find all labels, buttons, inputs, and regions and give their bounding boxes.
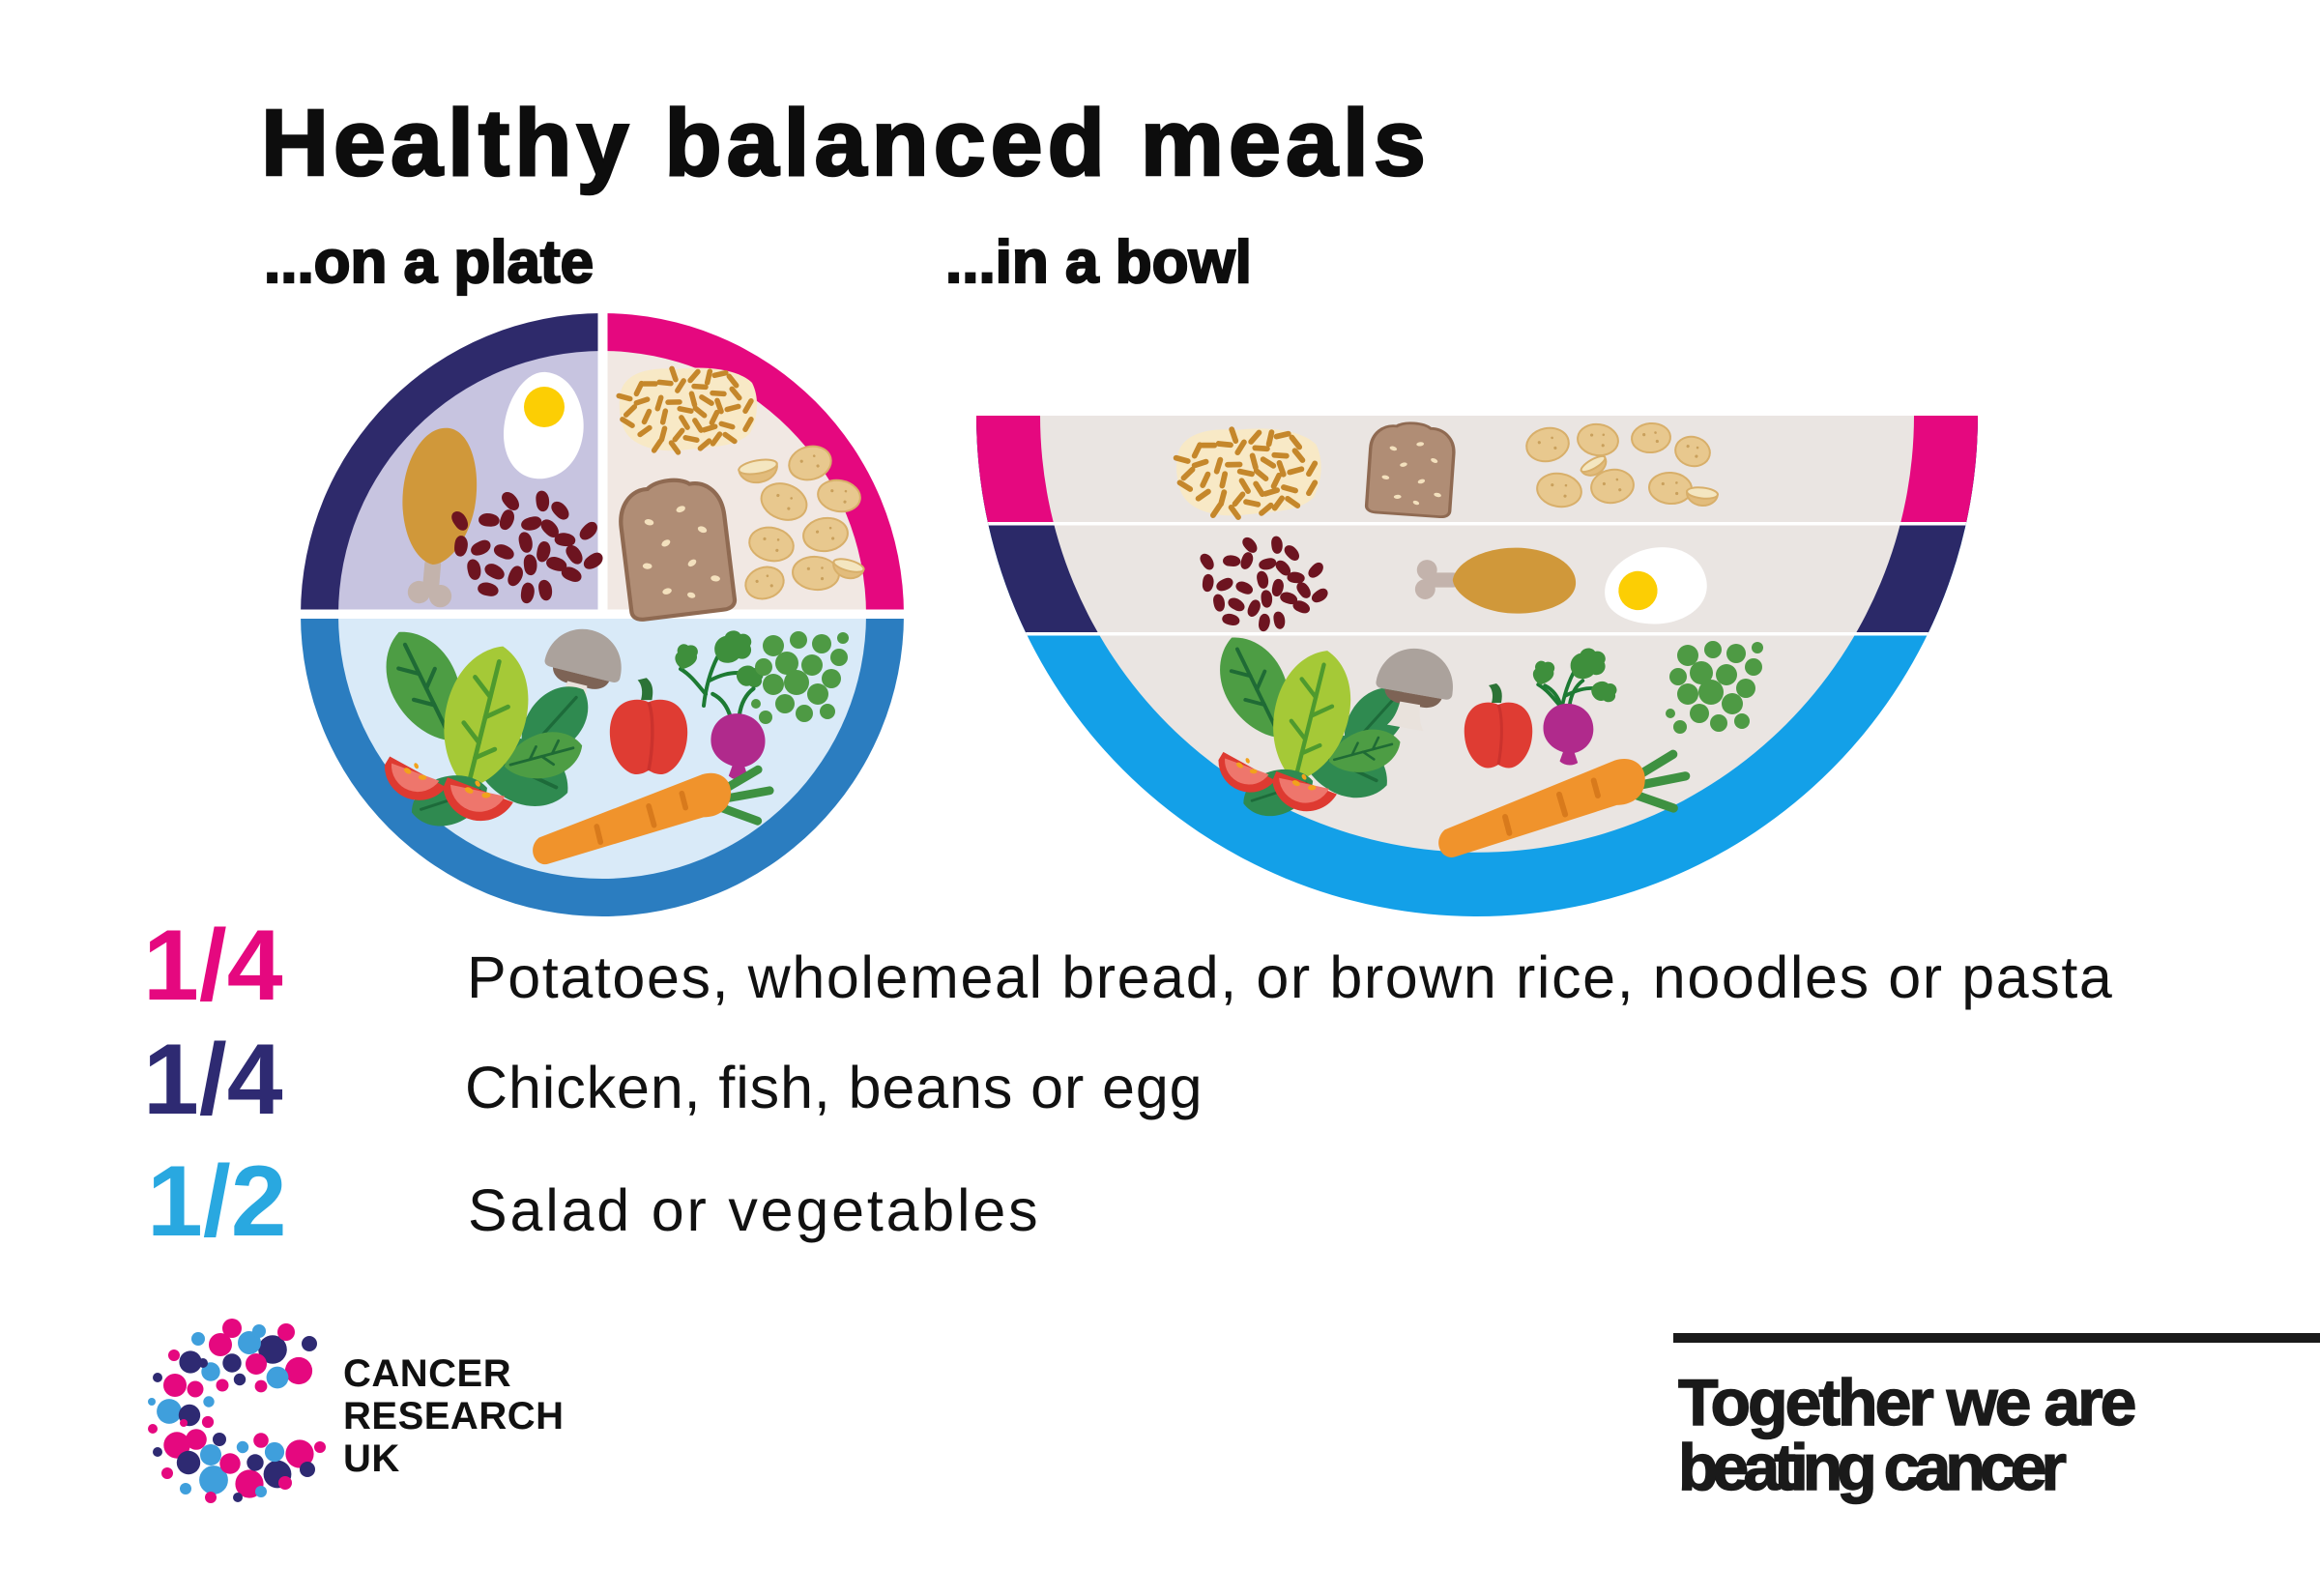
svg-text:Potatoes, wholemeal bread, or: Potatoes, wholemeal bread, or brown rice… (467, 944, 2113, 1010)
svg-text:RESEARCH: RESEARCH (343, 1395, 564, 1437)
svg-text:1/2: 1/2 (147, 1146, 287, 1258)
svg-text:Together we are: Together we are (1678, 1366, 2135, 1439)
svg-text:CANCER: CANCER (343, 1352, 511, 1395)
svg-text:UK: UK (343, 1437, 400, 1480)
svg-text:...in a bowl: ...in a bowl (945, 229, 1252, 296)
svg-text:...on a plate: ...on a plate (264, 229, 594, 296)
svg-text:beating cancer: beating cancer (1678, 1431, 2066, 1504)
svg-text:Chicken, fish, beans or egg: Chicken, fish, beans or egg (465, 1055, 1204, 1120)
svg-text:1/4: 1/4 (143, 1024, 283, 1136)
svg-text:Healthy balanced meals: Healthy balanced meals (261, 90, 1431, 195)
svg-text:1/4: 1/4 (143, 910, 283, 1022)
svg-text:Salad or vegetables: Salad or vegetables (468, 1177, 1040, 1243)
